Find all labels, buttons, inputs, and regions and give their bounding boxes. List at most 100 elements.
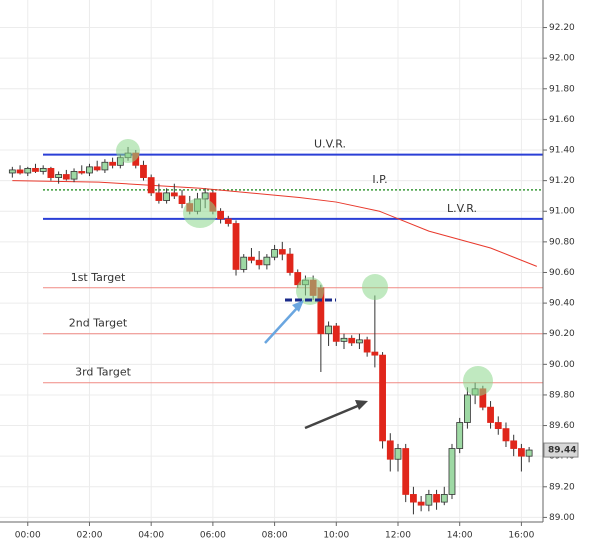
y-tick-label: 91.60 bbox=[549, 115, 575, 125]
candle-body bbox=[440, 494, 448, 503]
moving-average bbox=[12, 180, 538, 267]
candle-body bbox=[510, 440, 518, 449]
candle-body bbox=[425, 494, 433, 506]
candle-body bbox=[356, 339, 363, 344]
candle-body bbox=[93, 166, 101, 171]
highlight bbox=[362, 274, 388, 300]
x-tick-label: 02:00 bbox=[77, 531, 103, 541]
candle-body bbox=[255, 259, 263, 266]
candle-body bbox=[325, 325, 332, 335]
level-label: U.V.R. bbox=[314, 138, 346, 151]
candle-body bbox=[278, 249, 286, 255]
candle-body bbox=[332, 325, 340, 342]
y-tick-label: 92.00 bbox=[549, 54, 575, 64]
candle-body bbox=[286, 253, 294, 273]
level-label: 2nd Target bbox=[69, 317, 128, 330]
y-tick-label: 91.80 bbox=[549, 84, 575, 94]
x-tick-label: 06:00 bbox=[200, 531, 226, 541]
candle-body bbox=[240, 256, 248, 270]
highlight bbox=[116, 139, 140, 163]
candle-body bbox=[456, 422, 464, 449]
candle-body bbox=[417, 501, 425, 506]
candle-body bbox=[518, 448, 525, 457]
last-price-label: 89.44 bbox=[548, 446, 576, 456]
ma-line bbox=[12, 180, 538, 267]
highlight bbox=[463, 366, 493, 396]
arrow-head bbox=[292, 300, 304, 312]
candle-body bbox=[39, 167, 47, 172]
arrow bbox=[264, 306, 299, 344]
y-tick-label: 89.60 bbox=[549, 421, 575, 431]
y-tick-label: 89.80 bbox=[549, 390, 575, 400]
candle-body bbox=[24, 167, 32, 174]
candle-body bbox=[101, 161, 109, 171]
candle-body bbox=[433, 494, 440, 503]
y-tick-label: 90.80 bbox=[549, 237, 575, 247]
y-tick-label: 89.20 bbox=[549, 482, 575, 492]
candle-body bbox=[464, 394, 471, 423]
candle-body bbox=[402, 448, 410, 495]
level-label: I.P. bbox=[372, 173, 387, 186]
y-tick-label: 90.20 bbox=[549, 329, 575, 339]
x-tick-label: 14:00 bbox=[447, 531, 473, 541]
last-price-box bbox=[543, 442, 579, 458]
candle-body bbox=[224, 218, 232, 224]
y-tick-label: 92.20 bbox=[549, 23, 575, 33]
candle-body bbox=[55, 174, 63, 178]
y-tick-label: 89.00 bbox=[549, 513, 575, 523]
y-tick-label: 90.60 bbox=[549, 268, 575, 278]
candle-body bbox=[155, 192, 163, 201]
candle-body bbox=[502, 428, 510, 442]
candle-body bbox=[248, 256, 255, 261]
level-label: 3rd Target bbox=[75, 366, 132, 379]
candle-body bbox=[140, 164, 147, 178]
candle-body bbox=[217, 210, 224, 220]
candle-body bbox=[271, 249, 278, 258]
highlight bbox=[183, 198, 217, 228]
candle-body bbox=[147, 177, 155, 194]
y-tick-label: 91.20 bbox=[549, 176, 575, 186]
candle-body bbox=[494, 422, 502, 430]
y-tick-label: 91.00 bbox=[549, 207, 575, 217]
candle-body bbox=[525, 449, 533, 457]
arrow-head bbox=[355, 400, 368, 410]
y-tick-label: 91.40 bbox=[549, 146, 575, 156]
x-tick-label: 08:00 bbox=[262, 531, 288, 541]
candle-body bbox=[379, 354, 386, 442]
candle-body bbox=[86, 166, 93, 174]
highlight bbox=[296, 277, 324, 305]
candle-body bbox=[62, 174, 70, 180]
candle-body bbox=[32, 167, 39, 172]
candle-body bbox=[109, 161, 117, 166]
candle-body bbox=[348, 337, 356, 344]
candle-body bbox=[263, 256, 271, 266]
grid bbox=[0, 0, 543, 522]
candle-body bbox=[78, 171, 86, 174]
level-label: L.V.R. bbox=[447, 202, 477, 215]
axes: 89.0089.2089.4089.6089.8090.0090.2090.40… bbox=[0, 0, 579, 541]
candle-body bbox=[47, 167, 55, 178]
candle-body bbox=[386, 440, 394, 460]
y-tick-label: 90.40 bbox=[549, 299, 575, 309]
candle-body bbox=[448, 448, 456, 495]
x-tick-label: 12:00 bbox=[385, 531, 411, 541]
candle-body bbox=[363, 339, 371, 353]
candle-body bbox=[178, 195, 186, 204]
candle-body bbox=[70, 171, 78, 180]
candle-body bbox=[232, 223, 240, 270]
candle-body bbox=[170, 192, 178, 197]
candle-body bbox=[201, 192, 209, 200]
x-tick-label: 10:00 bbox=[323, 531, 349, 541]
candle-body bbox=[371, 351, 379, 356]
candle-body bbox=[340, 337, 348, 342]
arrow bbox=[304, 403, 361, 430]
annotations bbox=[116, 139, 493, 430]
x-tick-label: 00:00 bbox=[15, 531, 41, 541]
candle-body bbox=[394, 448, 402, 460]
level-label: 1st Target bbox=[71, 271, 126, 284]
candle-body bbox=[163, 192, 171, 201]
candle-body bbox=[410, 494, 417, 503]
candle-body bbox=[487, 406, 494, 423]
x-tick-label: 16:00 bbox=[508, 531, 534, 541]
